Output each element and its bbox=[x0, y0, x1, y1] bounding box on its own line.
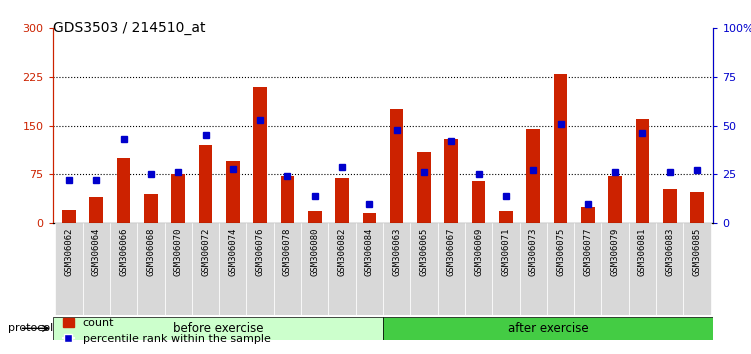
Text: GSM306069: GSM306069 bbox=[474, 228, 483, 276]
Text: GSM306068: GSM306068 bbox=[146, 228, 155, 276]
Text: GSM306081: GSM306081 bbox=[638, 228, 647, 276]
Text: GSM306078: GSM306078 bbox=[283, 228, 292, 276]
Bar bbox=[390, 109, 403, 223]
FancyBboxPatch shape bbox=[164, 223, 192, 315]
FancyBboxPatch shape bbox=[83, 223, 110, 315]
Text: GDS3503 / 214510_at: GDS3503 / 214510_at bbox=[53, 21, 205, 35]
Bar bbox=[608, 176, 622, 223]
Text: before exercise: before exercise bbox=[173, 322, 263, 335]
Bar bbox=[62, 210, 76, 223]
Text: GSM306071: GSM306071 bbox=[502, 228, 511, 276]
FancyBboxPatch shape bbox=[629, 223, 656, 315]
Bar bbox=[417, 152, 431, 223]
Bar bbox=[363, 213, 376, 223]
FancyBboxPatch shape bbox=[274, 223, 301, 315]
Bar bbox=[171, 175, 185, 223]
Text: GSM306063: GSM306063 bbox=[392, 228, 401, 276]
FancyBboxPatch shape bbox=[383, 317, 713, 340]
Bar bbox=[472, 181, 485, 223]
Text: GSM306084: GSM306084 bbox=[365, 228, 374, 276]
Text: GSM306062: GSM306062 bbox=[65, 228, 74, 276]
FancyBboxPatch shape bbox=[56, 223, 83, 315]
FancyBboxPatch shape bbox=[301, 223, 328, 315]
Text: protocol: protocol bbox=[8, 323, 53, 333]
Bar bbox=[526, 129, 540, 223]
Text: GSM306064: GSM306064 bbox=[92, 228, 101, 276]
Bar bbox=[581, 207, 595, 223]
FancyBboxPatch shape bbox=[410, 223, 438, 315]
FancyBboxPatch shape bbox=[137, 223, 164, 315]
FancyBboxPatch shape bbox=[219, 223, 246, 315]
FancyBboxPatch shape bbox=[438, 223, 465, 315]
Bar bbox=[116, 158, 131, 223]
Text: GSM306083: GSM306083 bbox=[665, 228, 674, 276]
Text: GSM306077: GSM306077 bbox=[584, 228, 593, 276]
Bar bbox=[144, 194, 158, 223]
Legend: count, percentile rank within the sample: count, percentile rank within the sample bbox=[58, 314, 275, 348]
FancyBboxPatch shape bbox=[192, 223, 219, 315]
FancyBboxPatch shape bbox=[656, 223, 683, 315]
Bar bbox=[89, 197, 103, 223]
Text: after exercise: after exercise bbox=[508, 322, 589, 335]
Text: GSM306082: GSM306082 bbox=[337, 228, 346, 276]
Text: GSM306072: GSM306072 bbox=[201, 228, 210, 276]
Bar bbox=[690, 192, 704, 223]
Text: GSM306079: GSM306079 bbox=[611, 228, 620, 276]
Text: GSM306065: GSM306065 bbox=[420, 228, 429, 276]
Bar bbox=[226, 161, 240, 223]
Text: GSM306085: GSM306085 bbox=[692, 228, 701, 276]
FancyBboxPatch shape bbox=[110, 223, 137, 315]
FancyBboxPatch shape bbox=[383, 223, 410, 315]
Bar bbox=[553, 74, 567, 223]
Text: GSM306080: GSM306080 bbox=[310, 228, 319, 276]
Text: GSM306073: GSM306073 bbox=[529, 228, 538, 276]
Text: GSM306074: GSM306074 bbox=[228, 228, 237, 276]
FancyBboxPatch shape bbox=[492, 223, 520, 315]
FancyBboxPatch shape bbox=[246, 223, 274, 315]
Bar bbox=[253, 87, 267, 223]
FancyBboxPatch shape bbox=[547, 223, 575, 315]
Bar bbox=[635, 119, 650, 223]
FancyBboxPatch shape bbox=[328, 223, 356, 315]
Bar bbox=[335, 178, 349, 223]
Text: GSM306067: GSM306067 bbox=[447, 228, 456, 276]
FancyBboxPatch shape bbox=[602, 223, 629, 315]
Bar bbox=[308, 211, 321, 223]
Text: GSM306076: GSM306076 bbox=[255, 228, 264, 276]
Bar bbox=[445, 139, 458, 223]
Bar bbox=[281, 176, 294, 223]
Bar bbox=[663, 189, 677, 223]
FancyBboxPatch shape bbox=[465, 223, 492, 315]
Text: GSM306070: GSM306070 bbox=[173, 228, 182, 276]
Text: GSM306075: GSM306075 bbox=[556, 228, 565, 276]
FancyBboxPatch shape bbox=[683, 223, 710, 315]
FancyBboxPatch shape bbox=[520, 223, 547, 315]
Bar bbox=[499, 211, 513, 223]
Text: GSM306066: GSM306066 bbox=[119, 228, 128, 276]
FancyBboxPatch shape bbox=[575, 223, 602, 315]
Bar bbox=[199, 145, 213, 223]
FancyBboxPatch shape bbox=[356, 223, 383, 315]
FancyBboxPatch shape bbox=[53, 317, 383, 340]
